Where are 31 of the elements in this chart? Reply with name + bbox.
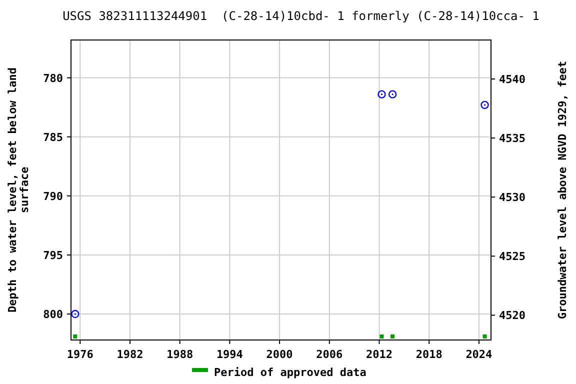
legend-label: Period of approved data bbox=[214, 366, 366, 379]
x-tick-label: 1988 bbox=[166, 348, 194, 361]
point bbox=[73, 334, 78, 338]
x-tick-label: 2006 bbox=[316, 348, 344, 361]
y2-tick-label: 4530 bbox=[499, 191, 526, 204]
y-tick-label: 800 bbox=[43, 308, 63, 322]
point bbox=[378, 90, 386, 98]
y-tick-label: 780 bbox=[43, 72, 63, 85]
x-tick-label: 2018 bbox=[416, 348, 442, 361]
y-axis-title: Depth to water level, feet below land surface bbox=[6, 67, 31, 313]
y-tick-label: 785 bbox=[43, 130, 63, 144]
y2-tick-label: 4520 bbox=[499, 309, 526, 322]
y-tick-label: 795 bbox=[43, 248, 63, 262]
point bbox=[380, 334, 384, 338]
x-tick-label: 1976 bbox=[66, 348, 94, 361]
y2-axis-title: Groundwater level above NGVD 1929, feet bbox=[556, 60, 569, 320]
x-tick-label: 1994 bbox=[216, 348, 244, 361]
x-tick-label: 2012 bbox=[366, 348, 392, 361]
point bbox=[390, 334, 395, 338]
point bbox=[480, 100, 489, 110]
y-tick-label: 790 bbox=[43, 190, 63, 203]
point bbox=[388, 90, 397, 98]
point bbox=[71, 310, 80, 318]
y2-tick-label: 4535 bbox=[499, 132, 526, 146]
x-tick-label: 1982 bbox=[116, 348, 144, 361]
point bbox=[482, 334, 487, 338]
x-tick-label: 2024 bbox=[466, 348, 493, 361]
y2-tick-label: 4525 bbox=[499, 250, 526, 264]
x-tick-label: 2000 bbox=[266, 348, 293, 361]
chart-title: USGS 382311113244901 (C-28-14)10cbd- 1 formerly (C-28-14)10cca- 1 bbox=[62, 9, 540, 23]
y2-tick-label: 4540 bbox=[499, 72, 526, 86]
